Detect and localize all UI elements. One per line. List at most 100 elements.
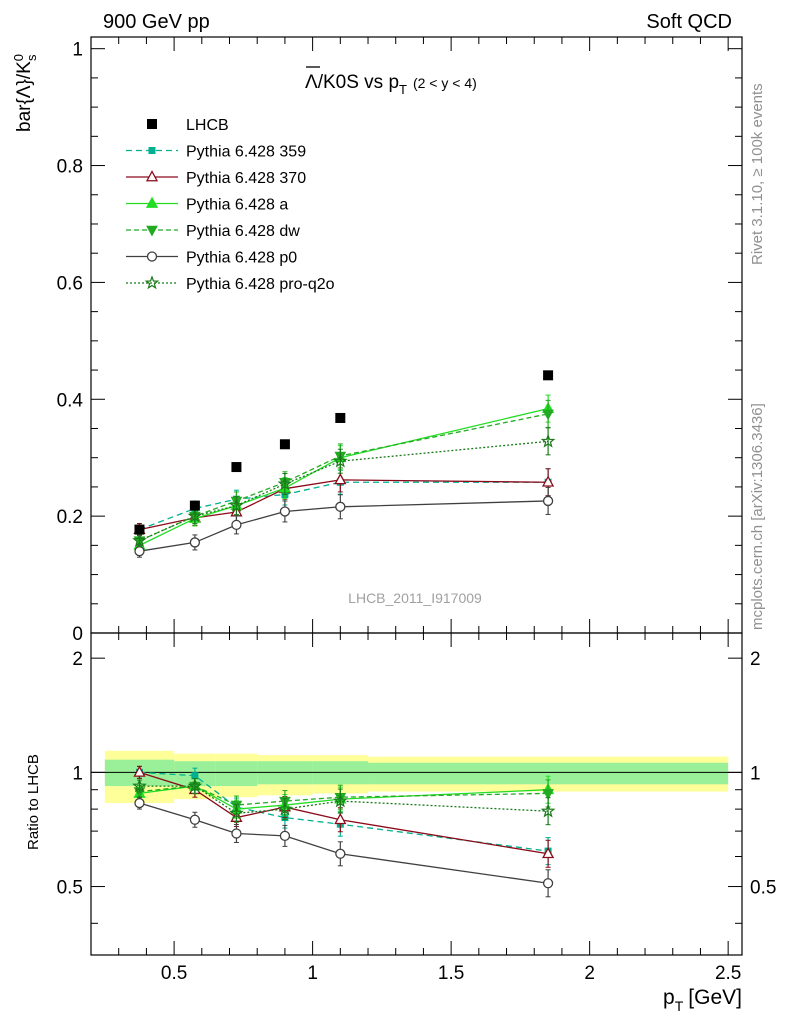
main-ytick-label: 0: [72, 624, 83, 645]
ratio-series-line: [139, 802, 549, 884]
legend-marker: [146, 225, 158, 237]
ratio-point: [231, 828, 242, 839]
ratio-point: [334, 812, 347, 825]
header-left-label: 900 GeV pp: [103, 11, 210, 33]
ratio-ytick-label-right: 2: [750, 649, 761, 670]
legend-entry: LHCB: [147, 117, 229, 134]
ratio-series-line: [139, 785, 549, 814]
main-ytick-label: 0.6: [57, 273, 83, 294]
mc-series-line: [139, 407, 549, 546]
main-ytick-label: 0.4: [57, 390, 84, 411]
legend: LHCB Pythia 6.428 359 Pythia 6.428 370 Pyth…: [126, 117, 335, 293]
ratio-stat-band: [215, 761, 258, 787]
main-ytick-label: 0.2: [57, 507, 83, 528]
ratio-point: [335, 848, 346, 859]
mc-point: [335, 501, 346, 512]
mc-point: [334, 473, 347, 485]
legend-entry: Pythia 6.428 a: [126, 197, 288, 214]
mc-point: [540, 433, 556, 448]
main-y-ticks: 0 0.2 0.4 0.6 0.8 1: [57, 37, 742, 645]
data-point: [335, 412, 346, 423]
data-point: [189, 500, 200, 511]
mc-point: [189, 537, 201, 548]
mc-point: [542, 495, 554, 507]
ratio-ticks: 0.5 0.5 1 1 2 2 0.5 1 1.5 2 2.5: [57, 633, 776, 984]
ratio-point: [133, 765, 146, 777]
ratio-xtick-label: 0.5: [161, 963, 187, 984]
mc-point: [541, 475, 555, 487]
legend-marker: [145, 170, 159, 182]
ratio-xtick-label: 1: [307, 963, 318, 984]
legend-entry: Pythia 6.428 dw: [126, 223, 300, 240]
main-ylabel: bar{Λ}/K0s: [11, 54, 39, 132]
ratio-xtick-label: 2: [584, 963, 595, 984]
legend-label: Pythia 6.428 pro-q2o: [186, 276, 335, 293]
mc-point: [542, 409, 554, 421]
legend-label: LHCB: [186, 117, 229, 134]
mc-point: [277, 476, 293, 491]
mc-point: [332, 453, 348, 468]
ratio-point: [229, 805, 244, 820]
ratio-point: [189, 814, 201, 825]
ratio-panel: 0.5 0.5 1 1 2 2 0.5 1 1.5 2 2.5 Ratio to LHCB pT [G…: [25, 632, 776, 1014]
legend-marker: [148, 147, 156, 154]
ratio-point: [542, 878, 554, 889]
ratio-point: [277, 801, 293, 816]
analysis-watermark: LHCB_2011_I917009: [348, 590, 482, 606]
mc-point: [187, 508, 203, 523]
legend-entry: Pythia 6.428 p0: [126, 250, 297, 267]
legend-label: Pythia 6.428 370: [186, 170, 306, 187]
legend-label: Pythia 6.428 p0: [186, 250, 297, 267]
ratio-ytick-label: 1: [72, 763, 83, 784]
legend-label: Pythia 6.428 dw: [186, 223, 300, 240]
rivet-version-label: Rivet 3.1.10, ≥ 100k events: [749, 83, 766, 265]
ratio-point: [279, 830, 291, 842]
ratio-series-layer: [132, 765, 556, 898]
ratio-point: [134, 797, 145, 809]
data-point: [231, 462, 242, 473]
mc-series-line: [139, 413, 549, 542]
legend-label: Pythia 6.428 a: [186, 197, 288, 214]
ratio-ytick-label-right: 1: [750, 763, 761, 784]
mc-series-line: [139, 500, 549, 552]
legend-marker: [147, 119, 157, 129]
ratio-ytick-label: 0.5: [57, 878, 83, 899]
ratio-frame: [90, 632, 743, 956]
main-panel: 0 0.2 0.4 0.6 0.8 1 Λ/K0S vs pT (2 < y < 4) ba…: [11, 36, 743, 645]
mc-series-line: [139, 481, 549, 531]
main-ytick-label: 1: [72, 40, 83, 61]
mc-point: [132, 532, 147, 547]
ratio-series-line: [139, 785, 549, 806]
ratio-ytick-label-right: 0.5: [750, 878, 776, 899]
mc-point: [229, 497, 244, 512]
main-data-layer: [134, 370, 554, 535]
main-title: Λ/K0S vs pT (2 < y < 4): [305, 72, 477, 97]
legend-marker: [145, 196, 159, 208]
ratio-series-line: [139, 785, 549, 810]
ratio-stat-band: [368, 762, 729, 785]
data-point: [543, 370, 554, 381]
ratio-ytick-label: 2: [72, 649, 83, 670]
ratio-ylabel: Ratio to LHCB: [25, 754, 42, 850]
legend-marker: [144, 275, 160, 290]
ratio-uncertainty-bands: [104, 750, 729, 804]
ratio-point: [541, 846, 555, 859]
mc-point: [231, 519, 242, 531]
ratio-point: [187, 778, 203, 793]
legend-label: Pythia 6.428 359: [186, 144, 306, 161]
legend-entry: Pythia 6.428 359: [126, 144, 306, 161]
main-ytick-label: 0.8: [57, 157, 83, 178]
data-point: [134, 524, 145, 535]
ratio-xtick-label: 1.5: [438, 963, 464, 984]
ratio-point: [191, 772, 199, 780]
ratio-xlabel: pT [GeV]: [663, 986, 742, 1014]
ratio-xtick-label: 2.5: [715, 963, 741, 984]
header-right-label: Soft QCD: [646, 11, 732, 33]
ratio-point: [542, 789, 554, 800]
mc-point: [279, 506, 291, 517]
legend-marker: [146, 251, 158, 262]
data-point: [279, 439, 290, 450]
mc-point: [134, 546, 145, 557]
ratio-point: [540, 803, 556, 818]
